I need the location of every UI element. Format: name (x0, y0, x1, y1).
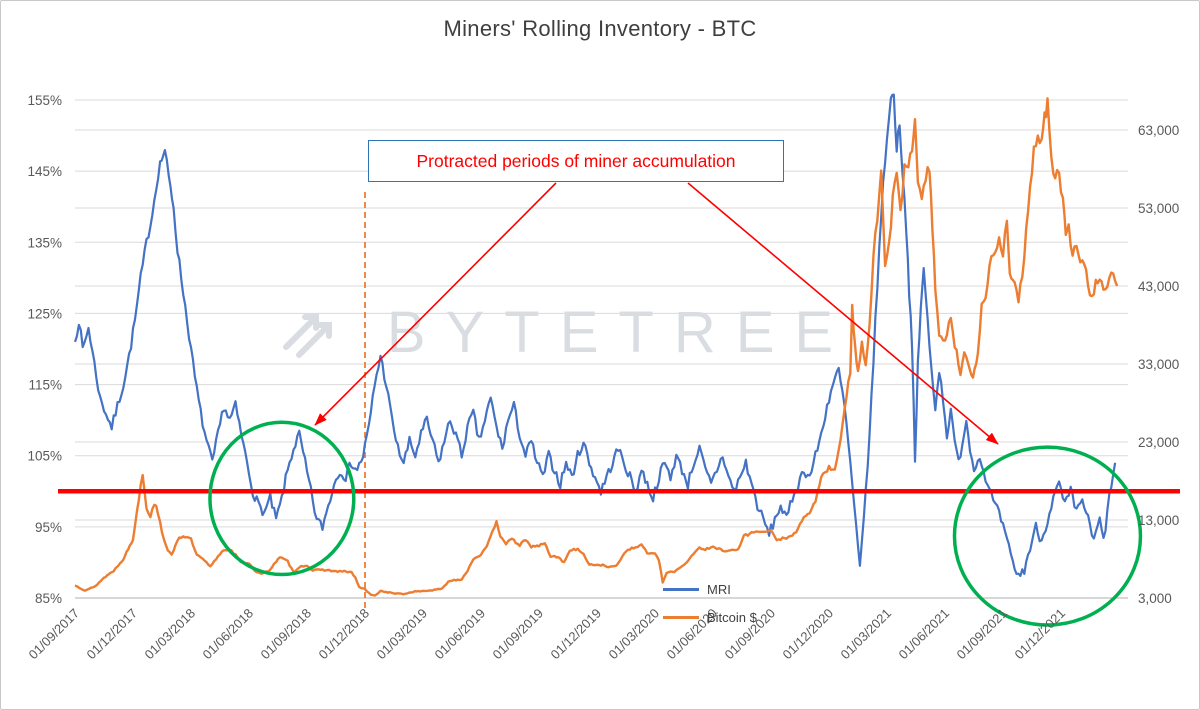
svg-text:01/03/2019: 01/03/2019 (373, 606, 430, 663)
legend: MRI Bitcoin $ (663, 582, 757, 625)
bytetree-logo-icon (283, 314, 332, 358)
svg-text:01/06/2018: 01/06/2018 (199, 606, 256, 663)
mri-legend-label: MRI (707, 582, 731, 597)
page-title: Miners' Rolling Inventory - BTC (443, 16, 757, 41)
svg-text:01/06/2021: 01/06/2021 (895, 606, 952, 663)
svg-text:01/12/2019: 01/12/2019 (547, 606, 604, 663)
svg-text:95%: 95% (35, 520, 62, 535)
svg-text:33,000: 33,000 (1138, 357, 1179, 372)
svg-text:43,000: 43,000 (1138, 279, 1179, 294)
svg-text:01/09/2017: 01/09/2017 (25, 606, 82, 663)
svg-text:125%: 125% (27, 306, 62, 321)
annotation-arrows (314, 182, 999, 445)
bitcoin-legend-label: Bitcoin $ (707, 610, 757, 625)
svg-text:01/09/2018: 01/09/2018 (257, 606, 314, 663)
svg-text:01/12/2018: 01/12/2018 (315, 606, 372, 663)
svg-text:01/03/2021: 01/03/2021 (837, 606, 894, 663)
svg-text:63,000: 63,000 (1138, 123, 1179, 138)
bitcoin-line-swatch (663, 616, 699, 619)
gridlines (75, 99, 1128, 599)
green-highlight-circle-2 (952, 445, 1143, 627)
svg-text:105%: 105% (27, 449, 62, 464)
svg-text:135%: 135% (27, 235, 62, 250)
bytetree-watermark: BYTETREE (283, 300, 853, 365)
green-highlight-circle-1 (208, 420, 356, 577)
svg-text:53,000: 53,000 (1138, 201, 1179, 216)
legend-item-mri: MRI (663, 582, 757, 597)
svg-text:01/12/2021: 01/12/2021 (1011, 606, 1068, 663)
svg-text:01/12/2017: 01/12/2017 (83, 606, 140, 663)
svg-text:145%: 145% (27, 164, 62, 179)
svg-text:01/06/2019: 01/06/2019 (431, 606, 488, 663)
annotation-callout: Protracted periods of miner accumulation (368, 140, 784, 182)
svg-text:85%: 85% (35, 591, 62, 606)
x-axis-labels: 01/09/2017 01/12/2017 01/03/2018 01/06/2018… (25, 606, 1068, 663)
right-axis-labels: 63,000 53,000 43,000 33,000 23,000 13,000 3,00… (1138, 123, 1179, 606)
svg-text:13,000: 13,000 (1138, 513, 1179, 528)
svg-text:01/03/2018: 01/03/2018 (141, 606, 198, 663)
svg-text:01/12/2020: 01/12/2020 (779, 606, 836, 663)
left-axis-labels: 155% 145% 135% 125% 115% 105% 95% 85% (27, 93, 62, 606)
svg-text:01/09/2021: 01/09/2021 (953, 606, 1010, 663)
svg-text:155%: 155% (27, 93, 62, 108)
legend-item-bitcoin: Bitcoin $ (663, 610, 757, 625)
svg-text:01/09/2019: 01/09/2019 (489, 606, 546, 663)
annotation-text: Protracted periods of miner accumulation (416, 150, 736, 171)
svg-text:115%: 115% (28, 378, 62, 393)
mri-series-line (73, 93, 1117, 578)
svg-text:23,000: 23,000 (1138, 435, 1179, 450)
svg-text:01/03/2020: 01/03/2020 (605, 606, 662, 663)
svg-text:3,000: 3,000 (1138, 591, 1172, 606)
mri-line-swatch (663, 588, 699, 591)
svg-text:BYTETREE: BYTETREE (387, 300, 853, 365)
